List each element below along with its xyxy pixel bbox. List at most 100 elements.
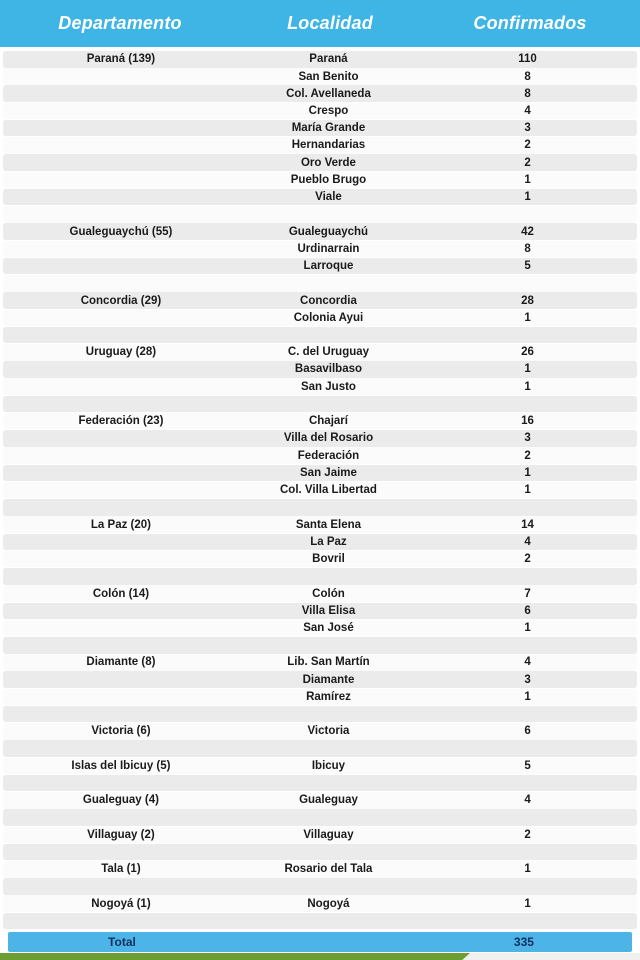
- cell-confirmados: 42: [521, 225, 534, 238]
- cell-confirmados: 110: [518, 53, 537, 66]
- table-row: Villaguay (2) Villaguay 2: [3, 826, 637, 844]
- table-row: San Jaime 1: [3, 464, 637, 482]
- table-header: Departamento Localidad Confirmados: [0, 0, 640, 47]
- table-row: Bovril 2: [3, 550, 637, 568]
- table-body: Paraná (139) Paraná 110 San Benito 8 Col. Ave…: [0, 47, 640, 930]
- cell-confirmados: 28: [521, 294, 534, 307]
- table-row: Col. Villa Libertad 1: [3, 481, 637, 499]
- table-row: Crespo 4: [3, 102, 637, 120]
- cell-confirmados: 4: [524, 535, 531, 548]
- cell-confirmados: 2: [524, 449, 531, 462]
- cell-confirmados: 1: [524, 191, 531, 204]
- group-spacer-row: [3, 878, 637, 895]
- cell-confirmados: 2: [524, 156, 531, 169]
- cell-localidad: Paraná: [309, 53, 348, 66]
- cell-confirmados: 4: [524, 104, 531, 117]
- footer-green-accent-shape: [380, 952, 455, 960]
- cell-confirmados: 4: [524, 794, 531, 807]
- cell-confirmados: 3: [524, 122, 531, 135]
- cell-localidad: Gualeguaychú: [288, 225, 369, 238]
- cell-localidad: Crespo: [308, 104, 349, 117]
- cell-confirmados: 1: [524, 173, 531, 186]
- cell-localidad: Ramírez: [306, 690, 351, 703]
- cell-departamento: Tala (1): [101, 863, 141, 876]
- cell-localidad: Diamante: [302, 673, 355, 686]
- footer-green-shape: [0, 952, 470, 960]
- table-row: Federación (23) Chajarí 16: [3, 412, 637, 430]
- table-row: San José 1: [3, 619, 637, 637]
- cell-departamento: La Paz (20): [90, 518, 151, 531]
- table-row: La Paz 4: [3, 533, 637, 551]
- table-row: San Benito 8: [3, 68, 637, 85]
- cell-localidad: Hernandarias: [291, 139, 366, 152]
- cell-localidad: Chajarí: [308, 415, 348, 428]
- table-row: Islas del Ibicuy (5) Ibicuy 5: [3, 757, 637, 775]
- group-spacer-row: [3, 275, 637, 292]
- cell-localidad: Villaguay: [303, 828, 354, 841]
- total-label: Total: [108, 934, 136, 949]
- cell-confirmados: 6: [524, 725, 531, 738]
- cell-localidad: Rosario del Tala: [284, 863, 373, 876]
- cell-localidad: San José: [303, 622, 354, 634]
- cell-localidad: Gualeguay: [299, 794, 358, 807]
- cell-localidad: San Jaime: [300, 466, 357, 479]
- footer-banner: Entre Ríos: COVID-19 - Actualizado 20 de…: [0, 952, 640, 960]
- group-spacer-row: [3, 809, 637, 826]
- cell-confirmados: 6: [524, 604, 531, 617]
- cell-confirmados: 2: [524, 553, 531, 566]
- cell-confirmados: 1: [524, 466, 531, 479]
- cell-localidad: Nogoyá: [307, 897, 350, 910]
- cell-localidad: Villa del Rosario: [283, 432, 374, 445]
- table-row: Tala (1) Rosario del Tala 1: [3, 861, 637, 878]
- cell-localidad: San Justo: [300, 380, 356, 393]
- cell-confirmados: 8: [524, 70, 531, 83]
- column-header-localidad: Localidad: [287, 13, 373, 33]
- cell-localidad: Federación: [297, 449, 360, 462]
- table-row: Villa del Rosario 3: [3, 430, 637, 447]
- cell-departamento: Gualeguay (4): [82, 794, 159, 807]
- cell-departamento: Diamante (8): [86, 656, 156, 669]
- group-spacer-row: [3, 912, 637, 930]
- cell-departamento: Paraná (139): [86, 53, 156, 66]
- table-row: Paraná (139) Paraná 110: [3, 51, 637, 68]
- cell-confirmados: 5: [524, 759, 531, 772]
- table-row: Villa Elisa 6: [3, 602, 637, 620]
- cell-confirmados: 7: [524, 587, 531, 600]
- group-spacer-row: [3, 774, 637, 792]
- cell-localidad: Col. Avellaneda: [286, 87, 371, 100]
- group-spacer-row: [3, 499, 637, 516]
- cell-localidad: Viale: [315, 191, 342, 204]
- total-value: 335: [513, 934, 534, 949]
- table-row: Larroque 5: [3, 257, 637, 275]
- cell-localidad: Oro Verde: [300, 156, 356, 169]
- table-row: Nogoyá (1) Nogoyá 1: [3, 895, 637, 913]
- cell-localidad: C. del Uruguay: [287, 346, 370, 359]
- cell-departamento: Uruguay (28): [85, 346, 157, 359]
- table-row: Diamante 3: [3, 671, 637, 688]
- table-row: Urdinarrain 8: [3, 240, 637, 258]
- cell-localidad: Concordia: [300, 294, 357, 307]
- column-header-departamento: Departamento: [58, 13, 182, 33]
- cell-localidad: María Grande: [291, 122, 366, 135]
- column-header-confirmados: Confirmados: [473, 13, 587, 33]
- table-row: Federación 2: [3, 447, 637, 464]
- cell-confirmados: 1: [524, 311, 531, 324]
- cell-confirmados: 2: [524, 828, 531, 841]
- table-row: Pueblo Brugo 1: [3, 171, 637, 189]
- cell-confirmados: 1: [524, 363, 531, 376]
- cell-departamento: Concordia (29): [80, 294, 162, 307]
- table-row: Gualeguay (4) Gualeguay 4: [3, 792, 637, 809]
- table-row: Victoria (6) Victoria 6: [3, 723, 637, 740]
- cell-confirmados: 1: [524, 690, 531, 703]
- cell-localidad: Lib. San Martín: [287, 656, 370, 669]
- cell-localidad: Bovril: [312, 553, 345, 566]
- cell-localidad: Pueblo Brugo: [290, 173, 367, 186]
- table-row: Colonia Ayui 1: [3, 309, 637, 327]
- cell-confirmados: 8: [524, 242, 531, 255]
- cell-localidad: Santa Elena: [295, 518, 362, 531]
- group-spacer-row: [3, 636, 637, 654]
- table-row: Gualeguaychú (55) Gualeguaychú 42: [3, 223, 637, 240]
- cell-confirmados: 16: [521, 415, 534, 428]
- cell-departamento: Victoria (6): [91, 725, 151, 738]
- cell-localidad: Urdinarrain: [297, 242, 360, 255]
